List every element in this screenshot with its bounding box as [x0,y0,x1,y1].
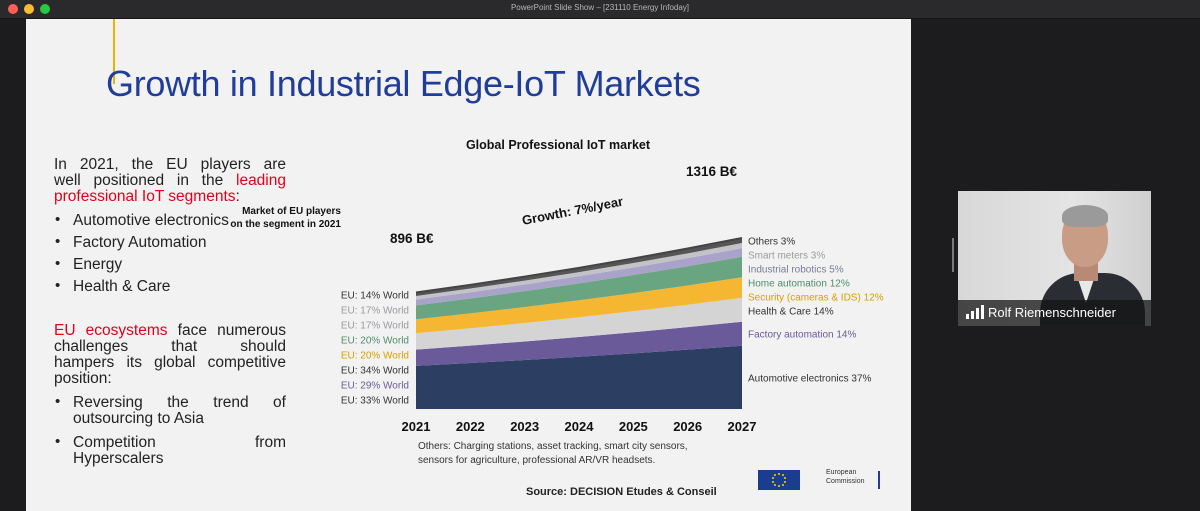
eu-share-label: EU: 17% World [341,320,409,331]
participant-name: Rolf Riemenschneider [988,305,1116,320]
ec-logo-line-2: Commission [826,478,865,485]
series-label: Smart meters 3% [748,250,825,261]
intro-line-2-text: well positioned in the [54,172,224,189]
x-tick-label: 2024 [565,419,595,434]
stack-top-line [415,236,743,294]
challenges-highlight: EU ecosystems [54,322,168,339]
bullet-icon: • [55,233,61,250]
series-label: Automotive electronics 37% [748,373,872,384]
bullet-icon: • [55,433,61,450]
challenge-item-2-line-1: Competition from [73,434,286,451]
slide-title: Growth in Industrial Edge-IoT Markets [106,63,701,104]
area-industrial-robotics [416,248,742,306]
panel-resize-handle[interactable] [952,238,954,272]
ec-logo-text: European Commission [826,468,865,486]
eu-share-label: EU: 20% World [341,335,409,346]
maximize-window-button[interactable] [40,4,50,14]
challenges-line-1: EU ecosystems face numerous [54,323,286,339]
growth-label: Growth: 7%/year [521,194,625,228]
source-label: Source: DECISION Etudes & Conseil [526,486,717,498]
intro-line-3: professional IoT segments: [54,189,286,205]
intro-colon: : [235,188,240,205]
series-label: Factory automation 14% [748,330,856,341]
bullet-icon: • [55,277,61,294]
eu-flag-logo [758,470,800,490]
challenge-item-1-line-1: Reversing the trend of [73,394,286,411]
x-tick-label: 2027 [728,419,757,434]
window-titlebar: PowerPoint Slide Show – [231110 Energy I… [0,0,1200,19]
area-smart-meters [416,243,742,300]
intro-line-1: In 2021, the EU players are [54,156,286,173]
eu-share-label: EU: 14% World [341,290,409,301]
x-tick-label: 2025 [619,419,648,434]
ec-logo-line-1: European [826,469,857,476]
window-title: PowerPoint Slide Show – [231110 Energy I… [510,3,690,12]
challenge-item-2-line-2: Hyperscalers [73,450,164,467]
iot-market-chart: Global Professional IoT market 2021 2022 2… [230,138,884,498]
participant-name-tag: Rolf Riemenschneider [958,300,1151,326]
challenges-line-3: hampers its global competitive [54,354,286,371]
challenges-line-1-text: face numerous [177,322,286,339]
series-label: Others 3% [748,236,795,247]
intro-line-2: well positioned in the leading [54,173,286,189]
area-security-cameras-ids [416,277,742,334]
x-tick-label: 2021 [402,419,431,434]
series-label: Industrial robotics 5% [748,264,844,275]
area-health-care [416,297,742,350]
bullet-icon: • [55,255,61,272]
challenges-line-4: position: [54,370,112,387]
eu-header-line-1: Market of EU players [242,206,341,217]
area-automotive-electronics [416,345,742,409]
footnote-line-1: Others: Charging stations, asset trackin… [418,441,688,452]
segment-item: Health & Care [73,278,171,295]
footnote-line-2: sensors for agriculture, professional AR… [418,455,655,466]
total-end-label: 1316 B€ [686,164,738,179]
intro-highlight-2: professional IoT segments [54,188,236,205]
minimize-window-button[interactable] [24,4,34,14]
eu-share-label: EU: 29% World [341,380,409,391]
segment-item: Factory Automation [73,234,207,251]
participant-hair [1062,205,1108,227]
accent-line [113,19,115,84]
eu-share-label: EU: 20% World [341,350,409,361]
series-label: Health & Care 14% [748,306,834,317]
series-label: Home automation 12% [748,278,850,289]
series-label: Security (cameras & IDS) 12% [748,292,884,303]
ec-logo-bar [878,471,880,489]
bullet-icon: • [55,211,61,228]
segment-item: Energy [73,256,123,273]
x-tick-label: 2026 [673,419,702,434]
close-window-button[interactable] [8,4,18,14]
eu-share-label: EU: 17% World [341,305,409,316]
eu-share-label: EU: 33% World [341,395,409,406]
slide[interactable]: Growth in Industrial Edge-IoT Markets In… [26,19,911,511]
x-tick-label: 2023 [510,419,539,434]
area-home-automation [416,256,742,320]
challenges-line-2: challenges that should [54,338,286,355]
eu-stars-icon [772,473,786,487]
eu-share-label: EU: 34% World [341,365,409,376]
chart-title: Global Professional IoT market [466,138,651,152]
total-start-label: 896 B€ [390,231,434,246]
segment-item: Automotive electronics [73,212,229,229]
x-tick-label: 2022 [456,419,485,434]
bullet-icon: • [55,393,61,410]
area-factory-automation [416,321,742,366]
intro-highlight: leading [236,172,286,189]
challenge-item-1-line-2: outsourcing to Asia [73,410,204,427]
eu-header-line-2: on the segment in 2021 [230,219,341,230]
